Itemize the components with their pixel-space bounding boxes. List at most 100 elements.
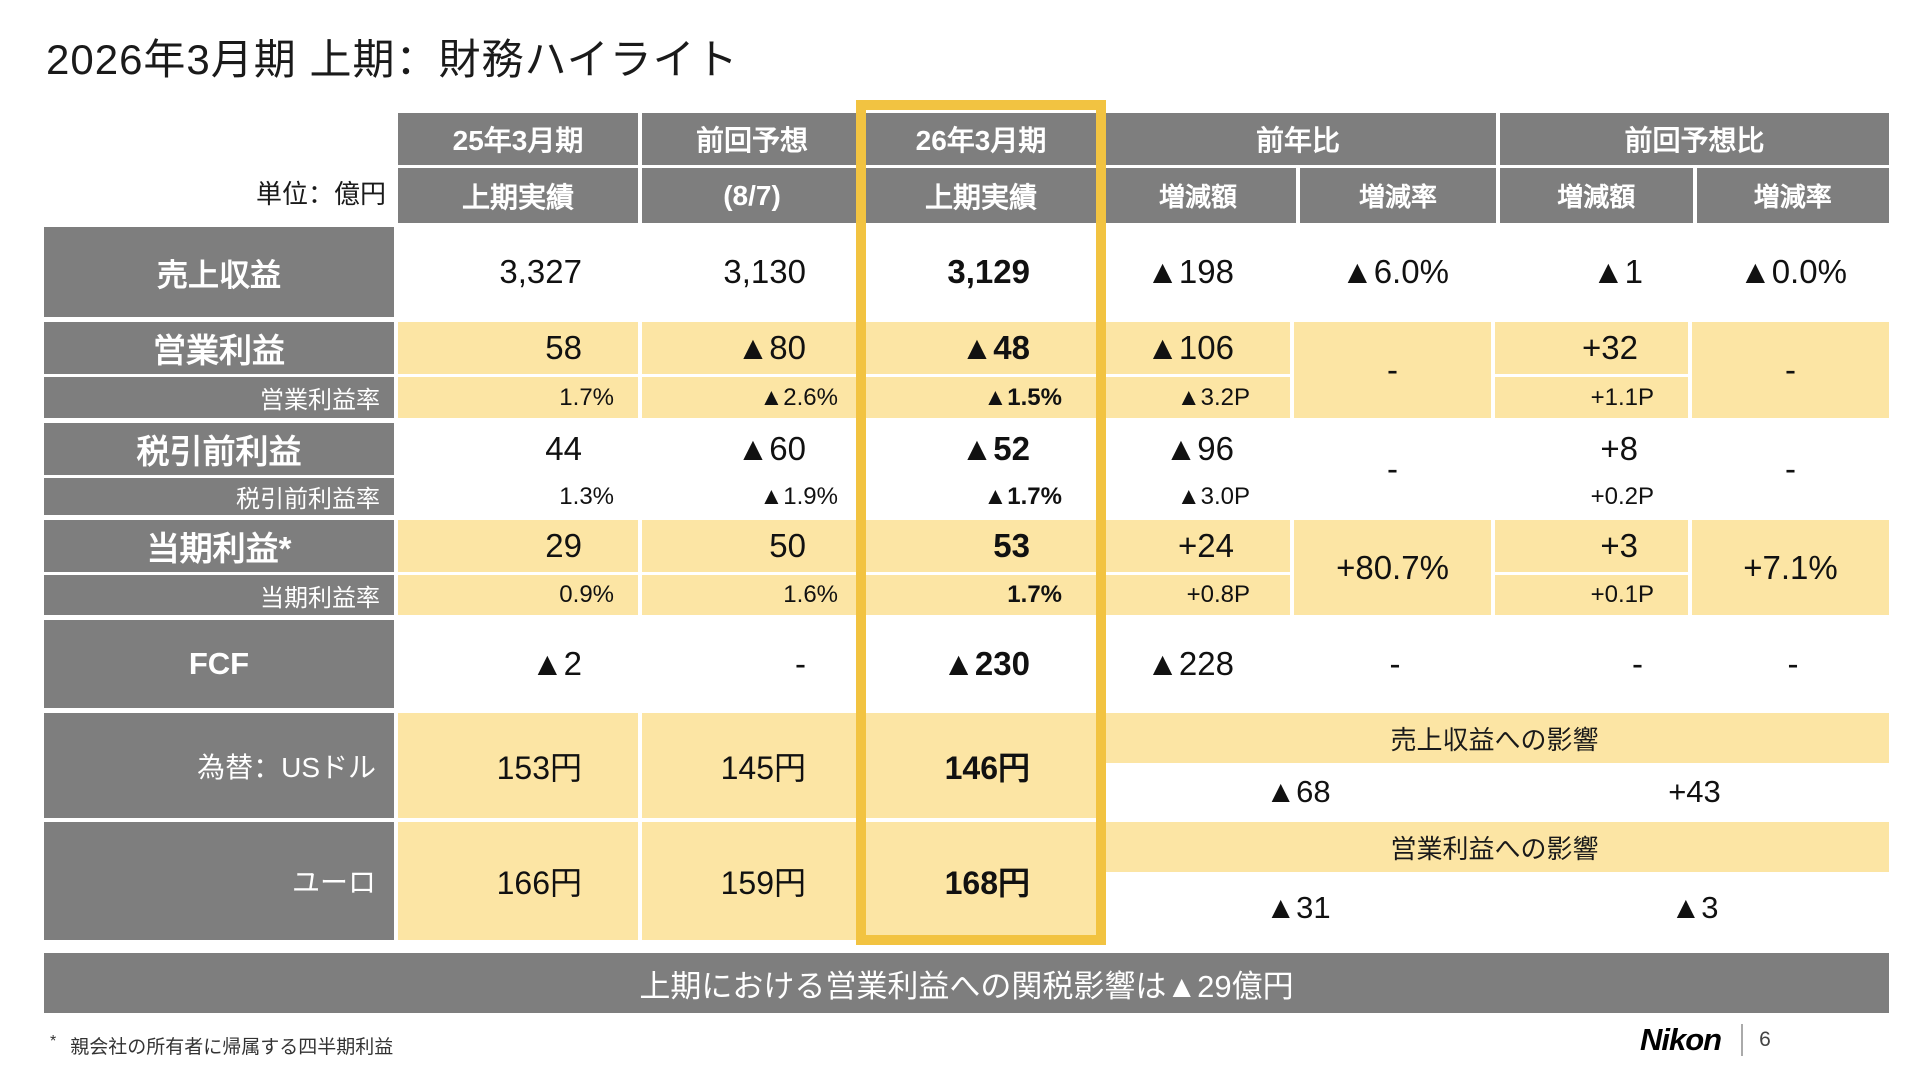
unit-label-slot: 単位：億円 xyxy=(44,113,394,223)
pretax-prev-forecast: ▲60 xyxy=(642,423,862,475)
header-yoy-group: 前年比 増減額 増減率 xyxy=(1100,113,1496,223)
unit-label: 単位：億円 xyxy=(255,179,386,209)
net-margin-label: 当期利益率 xyxy=(44,575,394,615)
pretax-vs-amount-slot: +8 +0.2P xyxy=(1495,423,1688,515)
row-revenue: 売上収益 3,327 3,130 3,129 ▲198 ▲6.0% ▲1 ▲0.… xyxy=(44,227,1889,317)
revenue-impact-band: 売上収益への影響 xyxy=(1100,713,1889,763)
net-fy25: 29 xyxy=(398,520,638,572)
fx-usd-fy25: 153円 xyxy=(398,713,638,818)
fcf-yoy-amount: ▲228 xyxy=(1100,620,1290,708)
revenue-fy25: 3,327 xyxy=(398,227,638,317)
net-fy26-slot: 53 1.7% xyxy=(866,520,1096,615)
operating-profit-label: 営業利益 xyxy=(44,322,394,374)
fcf-yoy-rate: - xyxy=(1294,620,1496,708)
revenue-impact-yoy: ▲68 xyxy=(1100,766,1496,818)
pretax-yoy-amount: ▲96 xyxy=(1100,423,1290,475)
net-yoy-amount-slot: +24 +0.8P xyxy=(1100,520,1290,615)
header-fy26-line2: 上期実績 xyxy=(866,168,1096,223)
row-fcf: FCF ▲2 - ▲230 ▲228 - - - xyxy=(44,620,1889,708)
pretax-margin-prev-forecast: ▲1.9% xyxy=(642,478,862,515)
pretax-yoy-rate-merged: - xyxy=(1294,423,1491,515)
revenue-impact-vs-forecast: +43 xyxy=(1500,766,1889,818)
op-impact-band: 営業利益への影響 xyxy=(1100,822,1889,872)
header-fy26-highlighted: 26年3月期 上期実績 xyxy=(866,113,1096,223)
net-margin-vs: +0.1P xyxy=(1495,575,1688,615)
row-fx-usd: 為替：USドル 153円 145円 146円 売上収益への影響 ▲68 +43 xyxy=(44,713,1889,818)
op-margin-vs: +1.1P xyxy=(1495,377,1688,418)
header-vs-forecast-subrow: 増減額 増減率 xyxy=(1500,168,1889,223)
net-margin-yoy: +0.8P xyxy=(1100,575,1290,615)
row-fx-eur: ユーロ 166円 159円 168円 営業利益への影響 ▲31 ▲3 xyxy=(44,822,1889,940)
header-fy25-line1: 25年3月期 xyxy=(398,113,638,165)
header-fy25: 25年3月期 上期実績 xyxy=(398,113,638,223)
pretax-yoy-amount-slot: ▲96 ▲3.0P xyxy=(1100,423,1290,515)
revenue-yoy-rate: ▲6.0% xyxy=(1294,227,1496,317)
pretax-fy25: 44 xyxy=(398,423,638,475)
fcf-fy25: ▲2 xyxy=(398,620,638,708)
footnote-text: 親会社の所有者に帰属する四半期利益 xyxy=(70,1037,394,1058)
fcf-fy26: ▲230 xyxy=(866,620,1096,708)
revenue-yoy-amount: ▲198 xyxy=(1100,227,1290,317)
op-impact-values: ▲31 ▲3 xyxy=(1100,875,1889,940)
financial-highlights-table: 単位：億円 25年3月期 上期実績 前回予想 (8/7) 26年3月期 上期実績… xyxy=(44,113,1889,940)
op-prev-forecast: ▲80 xyxy=(642,322,862,374)
fx-eur-prev-forecast: 159円 xyxy=(642,822,862,940)
revenue-vs-rate: ▲0.0% xyxy=(1697,227,1889,317)
op-margin-yoy: ▲3.2P xyxy=(1100,377,1290,418)
revenue-fy26: 3,129 xyxy=(866,227,1096,317)
net-margin-fy25: 0.9% xyxy=(398,575,638,615)
op-fy25-slot: 58 1.7% xyxy=(398,322,638,418)
fx-usd-fy26: 146円 xyxy=(866,713,1096,818)
fx-usd-impact-section: 売上収益への影響 ▲68 +43 xyxy=(1100,713,1889,818)
header-vs-forecast-amount: 増減額 xyxy=(1500,168,1693,223)
footnote: * 親会社の所有者に帰属する四半期利益 xyxy=(50,1032,393,1059)
fx-eur-fy26: 168円 xyxy=(866,822,1096,940)
fx-usd-label: 為替：USドル xyxy=(44,713,394,818)
op-margin-fy26: ▲1.5% xyxy=(866,377,1096,418)
row-operating-profit-labels: 営業利益 営業利益率 xyxy=(44,322,394,418)
row-revenue-label: 売上収益 xyxy=(44,227,394,317)
net-label: 当期利益* xyxy=(44,520,394,572)
row-net-profit: 当期利益* 当期利益率 29 0.9% 50 1.6% 53 1.7% +24 … xyxy=(44,520,1889,615)
op-impact-yoy: ▲31 xyxy=(1100,875,1496,940)
page-title: 2026年3月期 上期：財務ハイライト xyxy=(46,36,739,83)
net-prev-forecast-slot: 50 1.6% xyxy=(642,520,862,615)
header-fy25-line2: 上期実績 xyxy=(398,168,638,223)
row-pretax-profit: 税引前利益 税引前利益率 44 1.3% ▲60 ▲1.9% ▲52 ▲1.7%… xyxy=(44,423,1889,515)
pretax-vs-amount: +8 xyxy=(1495,423,1688,475)
net-yoy-amount: +24 xyxy=(1100,520,1290,572)
header-prev-forecast: 前回予想 (8/7) xyxy=(642,113,862,223)
op-fy26: ▲48 xyxy=(866,322,1096,374)
op-vs-rate-merged: - xyxy=(1692,322,1889,418)
revenue-impact-values: ▲68 +43 xyxy=(1100,766,1889,818)
row-pretax-labels: 税引前利益 税引前利益率 xyxy=(44,423,394,515)
net-fy26: 53 xyxy=(866,520,1096,572)
pretax-label: 税引前利益 xyxy=(44,423,394,475)
pretax-prev-forecast-slot: ▲60 ▲1.9% xyxy=(642,423,862,515)
tariff-impact-banner-text: 上期における営業利益への関税影響は▲29億円 xyxy=(639,968,1294,1004)
fcf-vs-amount: - xyxy=(1500,620,1693,708)
op-impact-vs-forecast: ▲3 xyxy=(1500,875,1889,940)
op-vs-amount-slot: +32 +1.1P xyxy=(1495,322,1688,418)
revenue-prev-forecast: 3,130 xyxy=(642,227,862,317)
net-fy25-slot: 29 0.9% xyxy=(398,520,638,615)
op-yoy-rate-merged: - xyxy=(1294,322,1491,418)
op-yoy-amount: ▲106 xyxy=(1100,322,1290,374)
pretax-margin-vs: +0.2P xyxy=(1495,478,1688,515)
fx-eur-impact-section: 営業利益への影響 ▲31 ▲3 xyxy=(1100,822,1889,940)
pretax-margin-fy26: ▲1.7% xyxy=(866,478,1096,515)
net-vs-amount-slot: +3 +0.1P xyxy=(1495,520,1688,615)
pretax-margin-fy25: 1.3% xyxy=(398,478,638,515)
row-net-labels: 当期利益* 当期利益率 xyxy=(44,520,394,615)
net-vs-rate-merged: +7.1% xyxy=(1692,520,1889,615)
fcf-vs-rate: - xyxy=(1697,620,1889,708)
pretax-fy26: ▲52 xyxy=(866,423,1096,475)
nikon-logo: Nikon xyxy=(1640,1022,1722,1057)
fcf-prev-forecast: - xyxy=(642,620,862,708)
header-prev-forecast-line2: (8/7) xyxy=(642,168,862,223)
fx-eur-label: ユーロ xyxy=(44,822,394,940)
pretax-margin-yoy: ▲3.0P xyxy=(1100,478,1290,515)
op-margin-fy25: 1.7% xyxy=(398,377,638,418)
header-yoy-subrow: 増減額 増減率 xyxy=(1100,168,1496,223)
footer: Nikon 6 xyxy=(1640,1022,1771,1058)
